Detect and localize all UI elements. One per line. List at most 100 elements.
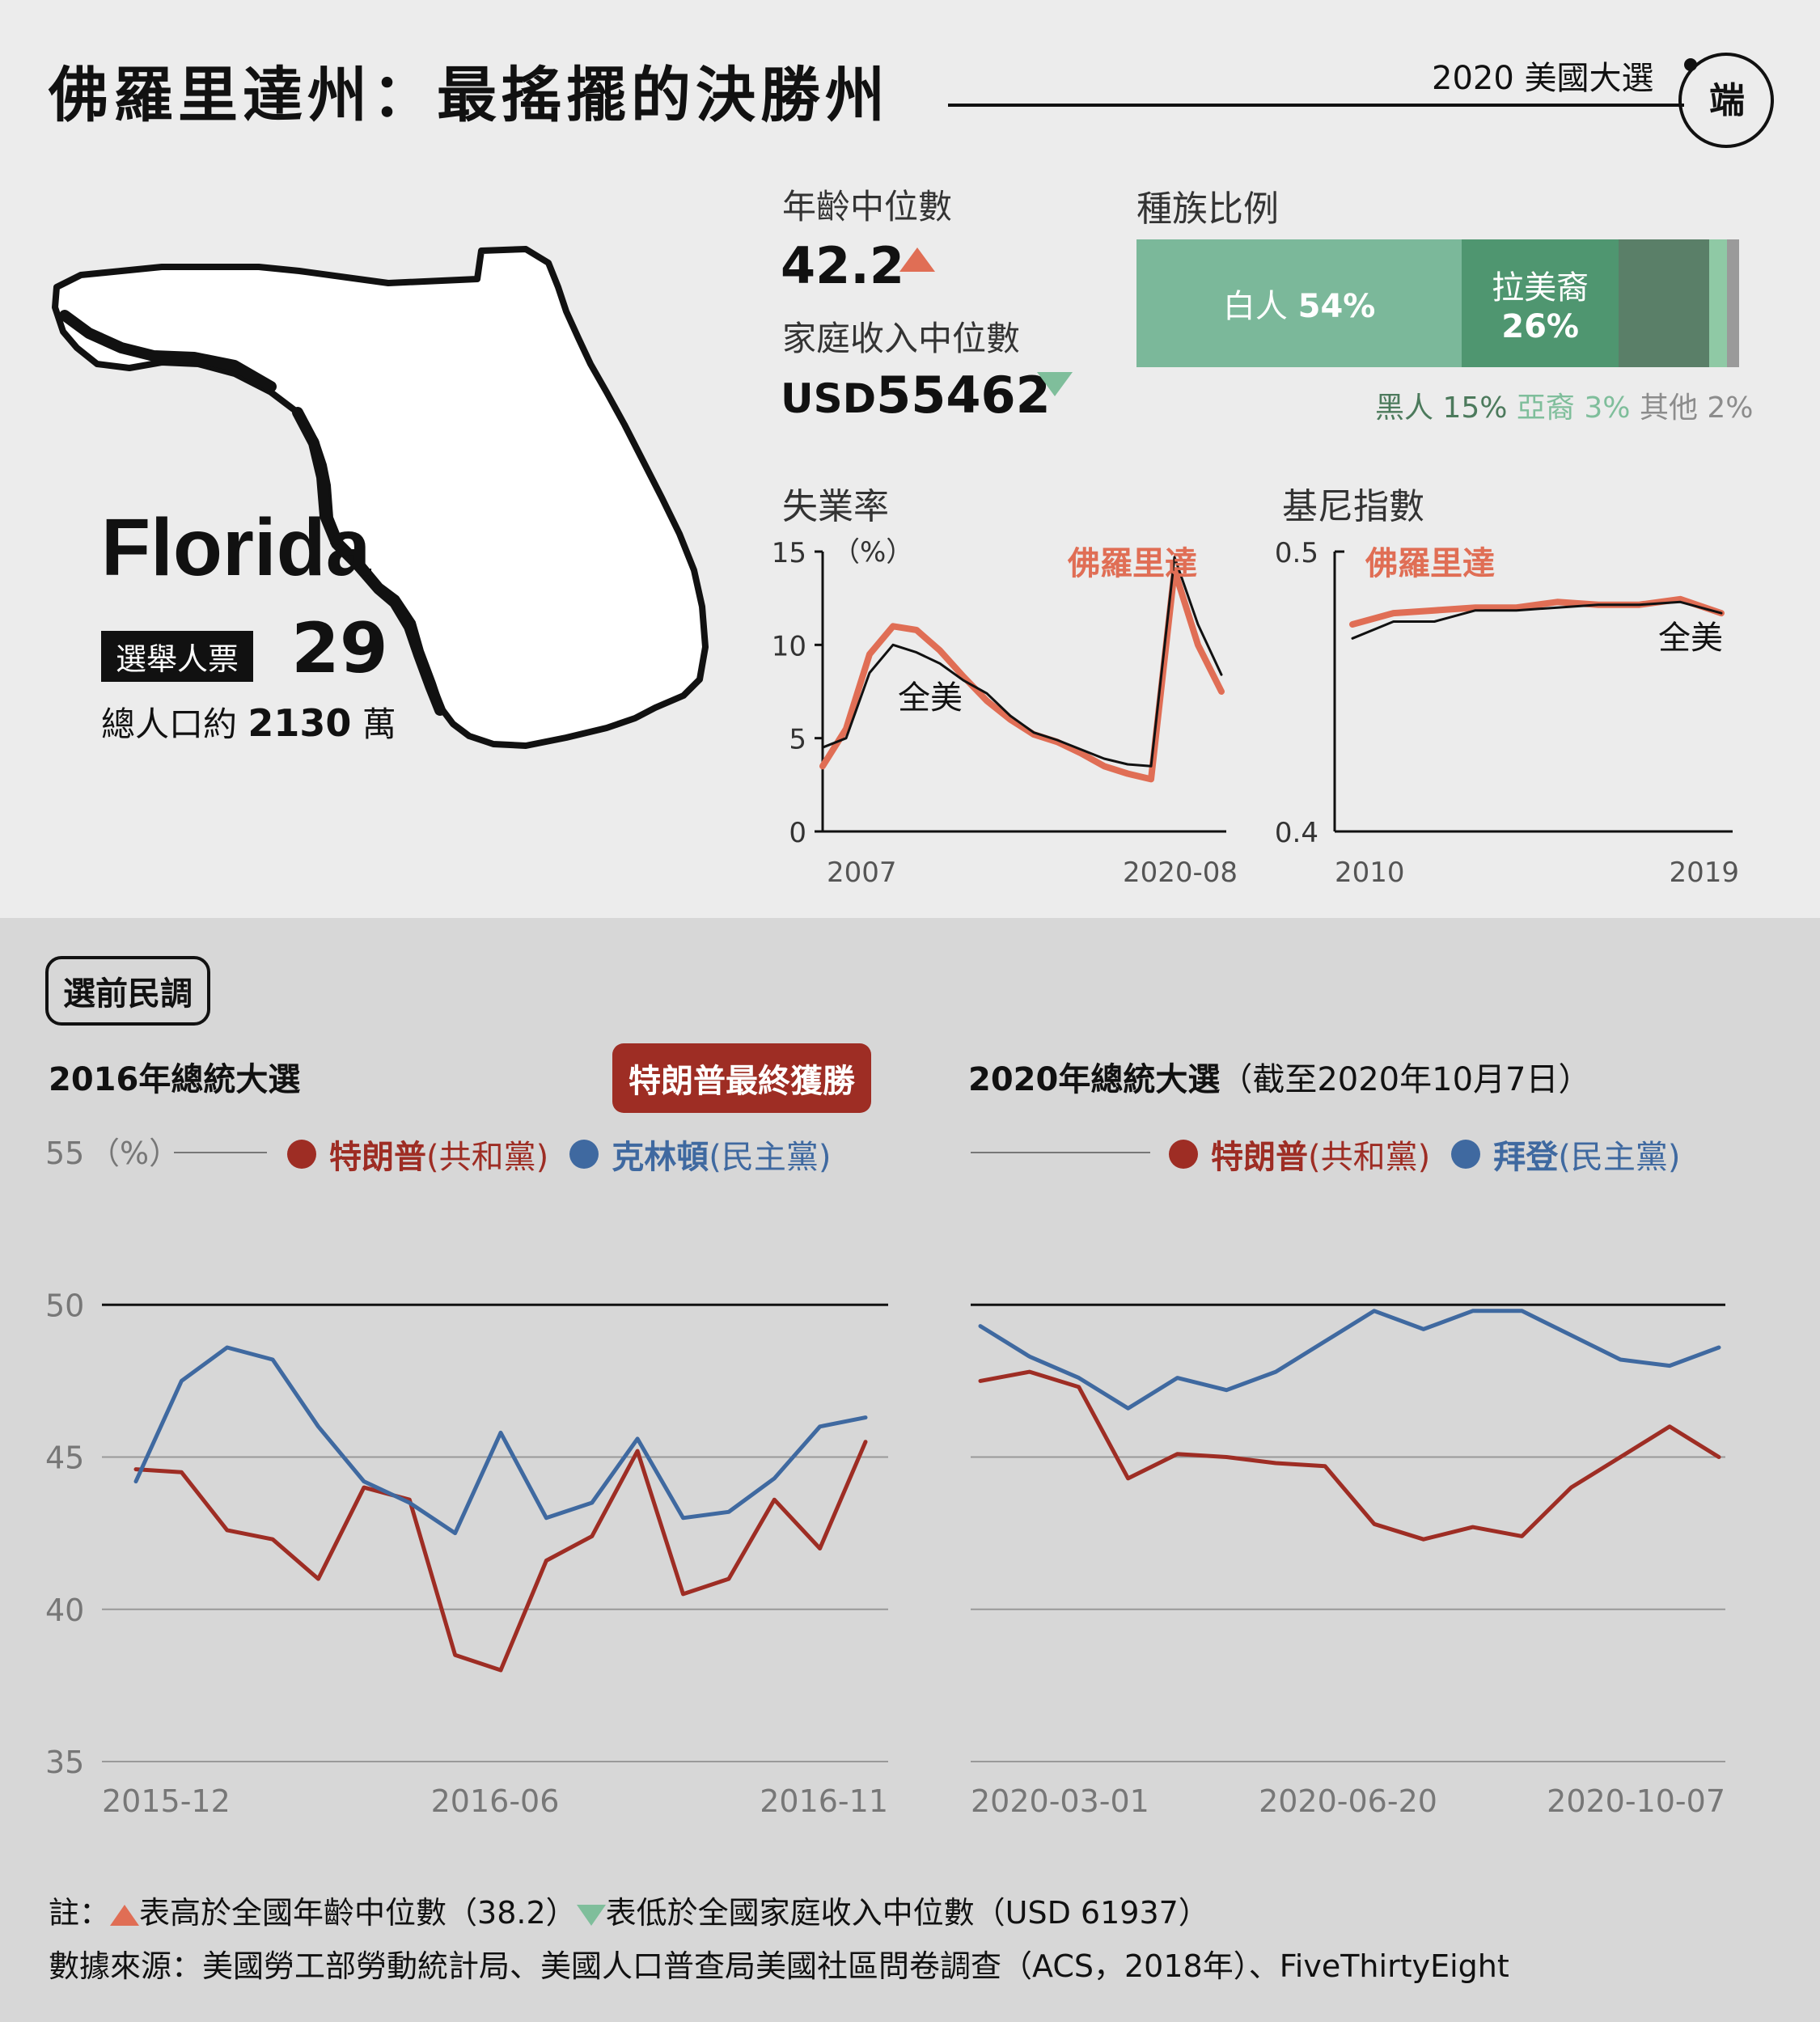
y-tick-label: 15 [772,537,806,569]
race-segment-text: 白人 54% [1223,280,1375,327]
polls-section [0,918,1820,2022]
series-line-0 [1349,595,1725,628]
footnote: 註： 表高於全國年齡中位數（38.2） 表低於全國家庭收入中位數（USD 61937… [49,1888,1209,1932]
profile-section [0,0,1820,918]
median-income-prefix: USD [781,375,877,422]
y-tick-label: 0.4 [1275,817,1318,849]
y-tick-label: 40 [45,1593,84,1628]
x-tick-label: 2020-08 [1123,857,1238,889]
series-label-us: 全美 [898,679,963,717]
page-title: 佛羅里達州：最搖擺的決勝州 [49,61,890,130]
population-unit: 萬 [362,704,396,744]
x-tick-label: 2020-10-07 [1547,1783,1725,1819]
series-line-1 [978,1309,1721,1411]
race-segment-value: 54% [1297,288,1376,325]
biden-dot-icon [1451,1140,1481,1169]
state-name: Florida [101,502,371,593]
y-tick-label: 0 [789,817,806,849]
poll-2020-chart: 2020-03-01 2020-06-20 2020-10-07 [971,1152,1725,1819]
x-tick-label: 2020-03-01 [971,1783,1149,1819]
source-note: 數據來源：美國勞工部勞動統計局、美國人口普查局美國社區問卷調查（ACS，2018… [49,1948,1509,1984]
median-income-label: 家庭收入中位數 [782,319,1021,358]
florida-map-icon [52,246,709,749]
x-tick-label: 2015-12 [102,1783,231,1819]
footnote-up: 表高於全國年齡中位數（38.2） [139,1895,577,1931]
series-line-0 [978,1369,1721,1542]
series-label-us: 全美 [1658,620,1723,657]
footnote-prefix: 註： [49,1895,111,1931]
legend-2016: 特朗普 (共和黨) 克林頓 (民主黨) [287,1131,831,1178]
x-tick-label: 2007 [827,857,897,889]
legend-trump: 特朗普 [1211,1139,1308,1176]
y-unit-label: （%） [89,1136,180,1171]
electoral-votes-label: 選舉人票 [101,631,254,682]
legend-clinton-party: (民主黨) [709,1139,832,1176]
series-line-1 [821,556,1223,768]
y-tick-label: 5 [789,724,806,756]
gini-title: 基尼指數 [1282,486,1424,527]
race-segment-label: 拉美裔 [1492,269,1589,307]
legend-biden: 拜登 [1493,1139,1559,1176]
x-tick-label: 2016-06 [431,1783,560,1819]
series-line-0 [819,567,1225,783]
median-age-value: 42.2 [781,236,904,295]
y-tick-label: 45 [45,1440,84,1476]
median-income-number: 55462 [876,366,1051,425]
legend-trump-party: (共和黨) [426,1139,549,1176]
y-tick-label: 0.5 [1275,537,1318,569]
y-tick-label: 55 [45,1136,84,1171]
x-tick-label: 2019 [1669,857,1739,889]
logo-dot [1684,58,1697,71]
race-segment-0: 白人 54% [1136,239,1462,367]
publisher-logo [1678,53,1774,148]
median-age-label: 年齡中位數 [782,187,953,226]
x-tick-label: 2016-11 [760,1783,888,1819]
race-segment-label: 白人 [1222,288,1288,325]
down-triangle-icon [576,1904,606,1926]
legend-2020: 特朗普 (共和黨) 拜登 (民主黨) [1169,1131,1680,1178]
up-triangle-icon [899,247,935,272]
legend-trump: 特朗普 [329,1139,426,1176]
race-title: 種族比例 [1136,188,1279,230]
race-segment-1: 拉美裔 26% [1462,239,1619,367]
series-line-1 [1351,600,1723,640]
legend-biden-party: (民主黨) [1558,1139,1681,1176]
population-prefix: 總人口約 [101,704,238,744]
race-bar: 白人 54% 拉美裔 26% [1136,239,1739,367]
race-segment-3 [1708,239,1728,367]
y-unit-label: （%） [832,536,913,569]
footnote-down: 表低於全國家庭收入中位數（USD 61937） [605,1895,1209,1931]
trump-dot-icon [287,1140,316,1169]
poll-2016-chart: 55 50 45 40 35 （%） 2015-12 2016-06 2016-11 [45,1136,888,1819]
race-segment-2 [1618,239,1709,367]
legend-other: 其他 2% [1639,391,1754,425]
population: 總人口約 2130 萬 [101,697,396,747]
clinton-dot-icon [569,1140,599,1169]
poll-2020-subtitle: （截至2020年10月7日） [1220,1061,1591,1098]
population-value: 2130 [248,701,352,745]
series-tag: 2020 美國大選 [1432,60,1654,97]
poll-2020-title: 2020年總統大選 [968,1061,1221,1098]
race-segment-value: 26% [1501,308,1580,345]
median-income-value: USD55462 [781,366,1051,425]
race-segment-4 [1727,239,1739,367]
down-triangle-icon [1037,372,1073,396]
series-label-florida: 佛羅里達 [1365,545,1495,582]
title-rule [948,104,1684,107]
series-label-florida: 佛羅里達 [1067,545,1197,582]
electoral-votes-value: 29 [291,608,388,689]
trump-dot-icon [1169,1140,1198,1169]
up-triangle-icon [110,1904,140,1926]
x-tick-label: 2010 [1335,857,1405,889]
race-legend: 黑人 15% 亞裔 3% 其他 2% [1375,384,1754,426]
legend-asian: 亞裔 3% [1516,391,1631,425]
legend-black: 黑人 15% [1375,391,1508,425]
series-line-0 [133,1440,868,1673]
y-tick-label: 50 [45,1288,84,1323]
logo-glyph: 端 [1709,80,1745,121]
winner-badge: 特朗普最終獲勝 [612,1043,871,1113]
legend-clinton: 克林頓 [612,1139,709,1176]
poll-2016-title: 2016年總統大選 [49,1061,301,1098]
